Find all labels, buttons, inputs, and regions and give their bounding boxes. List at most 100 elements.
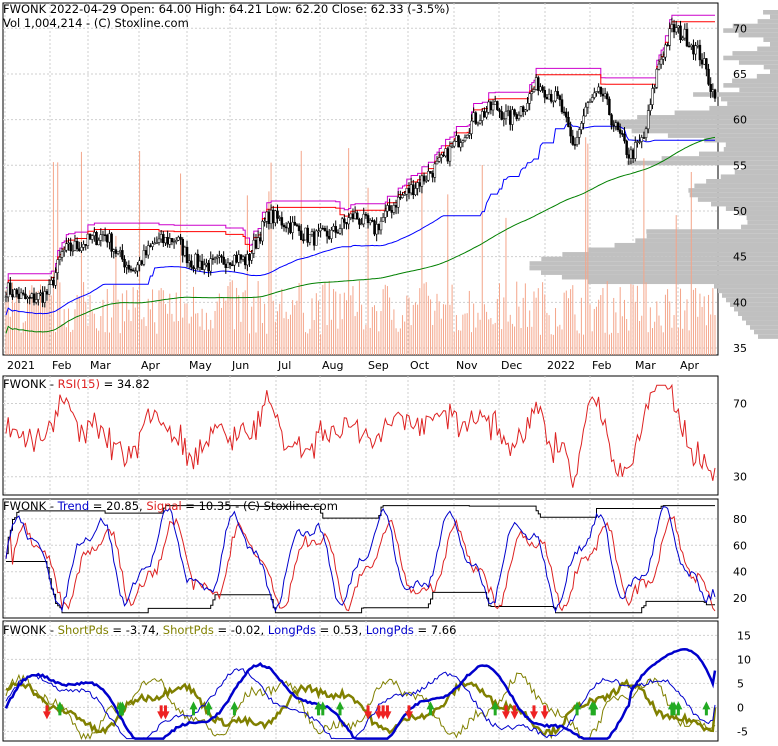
sell-arrow-icon: [364, 705, 373, 720]
buy-arrow-icon: [491, 701, 500, 716]
candle-body: [567, 116, 570, 128]
candle-body: [15, 289, 19, 295]
profile-bar: [694, 183, 778, 189]
trend-value: = 20.85,: [89, 499, 146, 513]
candle-body: [345, 222, 348, 225]
profile-bar: [734, 169, 778, 175]
candle-body: [114, 249, 118, 254]
candle-body: [440, 154, 443, 158]
candle-body: [231, 264, 234, 267]
pds-header: FWONK - ShortPds = -3.74, ShortPds = -0.…: [3, 623, 456, 637]
candle-body: [690, 44, 693, 47]
candle-body: [612, 124, 615, 127]
profile-bar: [723, 83, 778, 88]
pds-grid: [3, 634, 718, 732]
price-x-label: Aug: [322, 359, 343, 372]
candle-body: [674, 27, 678, 33]
price-x-label: Jun: [231, 359, 249, 372]
candle-body: [338, 228, 342, 234]
pds-y-tick: 10: [737, 653, 751, 666]
profile-bar: [699, 151, 778, 157]
candle-body: [595, 91, 598, 94]
candle-body: [174, 240, 178, 242]
profile-bar: [722, 293, 778, 298]
candle-body: [517, 114, 521, 119]
candle-body: [442, 154, 445, 157]
candle-body: [299, 230, 303, 241]
profile-bar: [720, 96, 778, 102]
buy-arrow-icon: [336, 701, 345, 716]
candle-body: [552, 100, 555, 103]
candle-body: [700, 59, 704, 65]
candle-body: [537, 77, 540, 91]
candle-body: [405, 188, 409, 195]
buy-arrow-icon: [426, 701, 435, 716]
candle-body: [47, 284, 51, 295]
candle-body: [668, 28, 671, 46]
candle-body: [640, 137, 643, 142]
pds-name: FWONK -: [3, 623, 58, 637]
candle-body: [106, 234, 109, 243]
profile-bar: [738, 311, 778, 317]
candle-body: [62, 249, 66, 252]
candle-body: [243, 256, 247, 266]
profile-bar: [741, 224, 778, 230]
candle-body: [560, 99, 564, 113]
candle-body: [515, 114, 518, 119]
profile-bar: [746, 320, 778, 326]
candle-body: [601, 93, 605, 97]
candle-body: [340, 218, 344, 229]
candle-body: [203, 264, 206, 270]
candle-body: [504, 111, 508, 119]
candle-body: [694, 45, 697, 55]
profile-bar: [610, 124, 778, 129]
candle-body: [687, 45, 691, 48]
candle-body: [187, 260, 191, 264]
profile-bar: [754, 329, 778, 335]
candle-body: [295, 224, 299, 227]
profile-bar: [674, 110, 778, 116]
candle-body: [37, 293, 40, 300]
candle-body: [599, 86, 603, 95]
sell-arrow-icon: [42, 705, 51, 720]
candle-body: [278, 217, 281, 219]
signal-value: = 10.35 - (C) Stoxline.com: [182, 499, 338, 513]
profile-bar: [529, 261, 778, 266]
candle-body: [711, 89, 715, 92]
candle-body: [526, 103, 529, 111]
sell-arrow-icon: [510, 705, 519, 720]
candle-body: [88, 233, 92, 240]
candle-body: [524, 109, 527, 112]
price-x-label: Feb: [592, 359, 611, 372]
candle-body: [368, 219, 372, 224]
candle-body: [287, 222, 290, 229]
candle-body: [448, 145, 452, 162]
profile-bar: [763, 64, 778, 70]
candle-body: [709, 83, 712, 92]
candle-body: [24, 293, 27, 299]
candle-body: [353, 212, 357, 219]
candle-body: [41, 292, 44, 303]
candle-body: [233, 254, 236, 266]
candle-body: [127, 264, 131, 270]
candle-body: [312, 231, 316, 246]
rsi-y-tick: 30: [733, 471, 747, 484]
candle-body: [577, 129, 581, 138]
candle-body: [500, 111, 503, 120]
profile-bar: [732, 78, 778, 84]
candle-body: [575, 137, 579, 145]
candle-body: [478, 120, 482, 124]
candle-body: [192, 266, 195, 270]
candle-body: [373, 220, 376, 235]
short2-label: ShortPds: [163, 623, 214, 637]
profile-bar: [626, 160, 778, 166]
ma-green-line: [5, 136, 716, 334]
profile-bar: [631, 128, 778, 134]
candle-body: [21, 292, 25, 295]
candle-body: [334, 226, 337, 233]
trend-grid: [3, 518, 718, 599]
price-y-ticks: 70 65 60 55 50 45 40 35: [733, 22, 747, 355]
profile-bar: [529, 265, 778, 271]
candle-body: [19, 292, 23, 299]
